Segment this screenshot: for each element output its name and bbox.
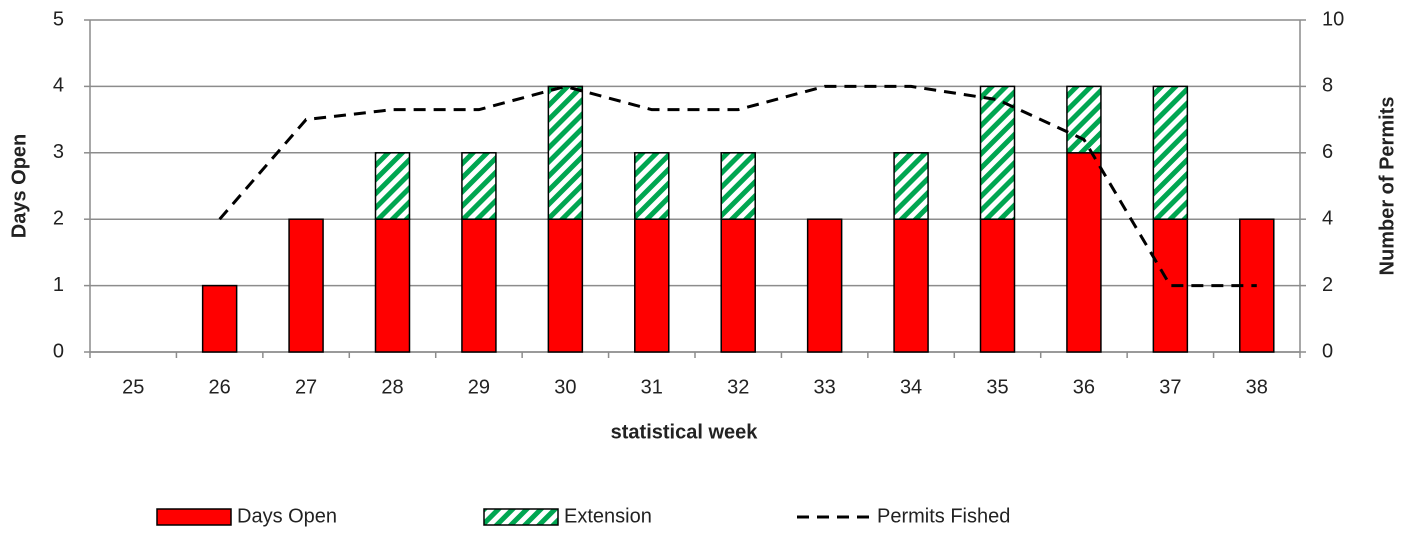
bar-segment [547, 85, 584, 220]
x-tick-label: 29 [468, 376, 490, 398]
y2-tick-label: 6 [1322, 141, 1333, 163]
bar-segment [893, 218, 929, 353]
x-tick-label: 25 [122, 376, 144, 398]
x-tick-label: 33 [814, 376, 836, 398]
bar-segment [374, 152, 411, 220]
y-tick-label: 3 [53, 141, 64, 163]
x-tick-label: 31 [641, 376, 663, 398]
x-tick-label: 35 [986, 376, 1008, 398]
x-tick-label: 36 [1073, 376, 1095, 398]
bar-segment [1152, 85, 1189, 220]
legend-label: Days Open [237, 505, 337, 527]
bar-segment [979, 218, 1016, 353]
bar-segment [374, 218, 411, 353]
y2-tick-label: 0 [1322, 340, 1333, 362]
bar-segment [461, 152, 497, 220]
bar-segment [893, 152, 929, 220]
bar-segment [806, 218, 843, 353]
bar-segment [461, 218, 497, 353]
x-tick-label: 27 [295, 376, 317, 398]
y2-axis-title: Number of Permits [1376, 97, 1398, 276]
legend-label: Permits Fished [877, 505, 1010, 527]
bar-segment [288, 218, 324, 353]
bar-segment [1066, 152, 1102, 353]
x-tick-label: 37 [1159, 376, 1181, 398]
y2-tick-label: 10 [1322, 8, 1344, 30]
y-tick-label: 1 [53, 274, 64, 296]
x-tick-label: 38 [1246, 376, 1268, 398]
x-tick-label: 26 [209, 376, 231, 398]
bar-segment [720, 218, 756, 353]
line-series [218, 84, 1257, 288]
y2-tick-label: 8 [1322, 75, 1333, 97]
legend-swatch [483, 508, 559, 526]
bar-segment [201, 284, 238, 353]
y-axis-title: Days Open [8, 134, 30, 238]
legend-label: Extension [564, 505, 652, 527]
bar-segment [634, 152, 670, 220]
x-tick-label: 32 [727, 376, 749, 398]
bar-segment [1066, 85, 1102, 154]
x-tick-label: 30 [554, 376, 576, 398]
bar-segment [979, 85, 1016, 220]
bar-segment [634, 218, 670, 353]
bar-segment [720, 152, 756, 220]
x-axis-title: statistical week [611, 421, 759, 443]
x-tick-label: 34 [900, 376, 922, 398]
y-tick-label: 5 [53, 8, 64, 30]
y2-tick-label: 2 [1322, 274, 1333, 296]
y-tick-label: 4 [53, 75, 64, 97]
legend-swatch [156, 508, 232, 526]
bar-segment [547, 218, 584, 353]
y-tick-label: 2 [53, 207, 64, 229]
x-tick-label: 28 [381, 376, 403, 398]
y2-tick-label: 4 [1322, 207, 1333, 229]
y-tick-label: 0 [53, 340, 64, 362]
